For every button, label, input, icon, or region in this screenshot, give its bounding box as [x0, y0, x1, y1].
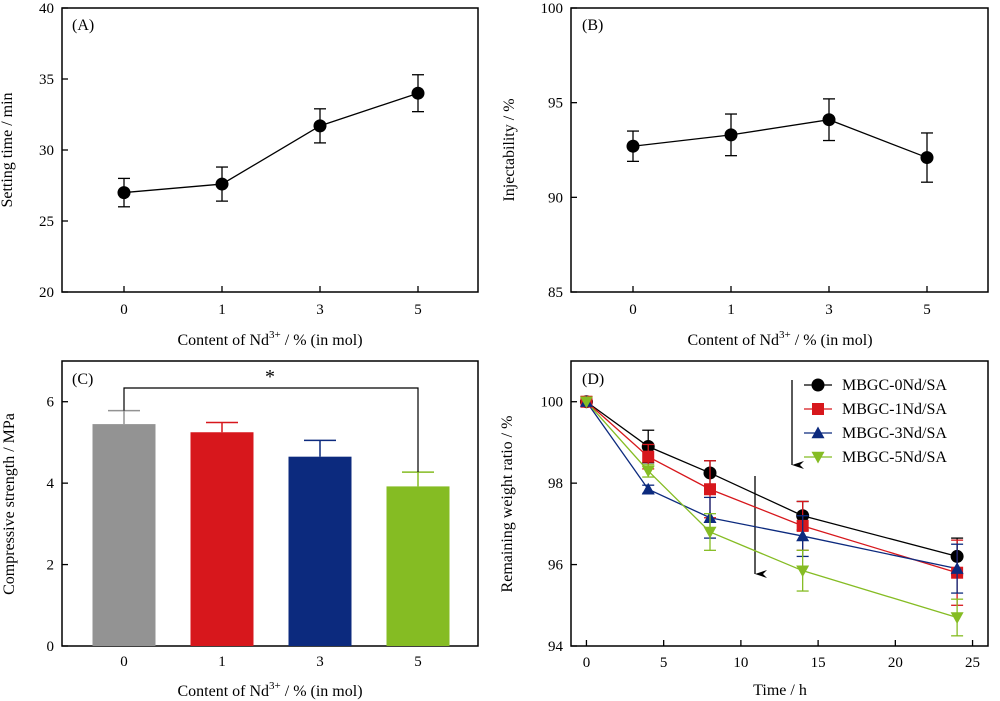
y-tick-label: 0	[47, 639, 55, 655]
panel-b-plot: 85 90 95 100 0 1 3 5	[541, 1, 934, 318]
panel-b-frame	[570, 7, 989, 293]
x-tick-label: 0	[120, 302, 128, 318]
y-tick-label: 98	[548, 476, 563, 492]
data-point	[704, 483, 716, 496]
x-tick-label: 5	[414, 654, 422, 670]
x-tick-label: 5	[414, 302, 422, 318]
y-tick-label: 96	[548, 558, 564, 574]
bar	[190, 432, 254, 646]
panel-c-significance-star: *	[265, 366, 275, 388]
data-point	[796, 565, 810, 578]
x-tick-label: 1	[727, 302, 735, 318]
panel-a-frame	[61, 7, 479, 293]
bar	[288, 456, 352, 646]
panel-c: (C) 0 2 4 6 0 1 3 5 * Content of Nd3+ / % (in m…	[1, 360, 479, 700]
x-tick-label: 3	[825, 302, 833, 318]
y-tick-label: 40	[39, 1, 54, 17]
legend-marker	[811, 378, 825, 392]
data-point	[822, 113, 836, 127]
x-tick-label: 20	[888, 655, 903, 671]
panel-d-plot: 94 96 98 100 0 5 10 15 20 25	[541, 380, 980, 671]
panel-a-label: (A)	[72, 17, 94, 34]
y-tick-label: 100	[541, 1, 564, 17]
legend: MBGC-0Nd/SA MBGC-1Nd/SA MBGC-3Nd/SA MBGC-5N…	[804, 377, 947, 466]
series-line	[632, 119, 928, 159]
panel-b-xlabel: Content of Nd3+ / % (in mol)	[687, 329, 872, 349]
legend-label: MBGC-1Nd/SA	[842, 401, 947, 418]
data-point	[579, 396, 593, 409]
data-point	[920, 151, 934, 165]
data-point	[724, 128, 738, 142]
y-tick-label: 90	[548, 190, 563, 206]
legend-label: MBGC-3Nd/SA	[842, 425, 947, 442]
y-tick-label: 30	[39, 143, 54, 159]
data-point	[641, 465, 655, 478]
y-tick-label: 100	[541, 395, 564, 411]
panel-c-plot: 0 2 4 6 0 1 3 5	[47, 387, 450, 670]
data-point	[117, 186, 131, 200]
x-tick-label: 1	[218, 654, 226, 670]
x-tick-label: 3	[316, 302, 324, 318]
data-point	[950, 612, 964, 624]
panel-d-label: (D)	[582, 371, 604, 388]
x-tick-label: 10	[733, 655, 748, 671]
panel-c-ylabel: Compressive strength / MPa	[1, 413, 18, 595]
x-tick-label: 3	[316, 654, 324, 670]
data-point	[313, 119, 327, 133]
y-tick-label: 2	[47, 558, 55, 574]
data-point	[626, 139, 640, 153]
panel-a-ylabel: Setting time / min	[0, 92, 16, 207]
panel-d-ylabel: Remaining weight ratio / %	[499, 416, 516, 593]
x-tick-label: 0	[629, 302, 637, 318]
legend-label: MBGC-0Nd/SA	[842, 377, 947, 394]
bar	[92, 424, 156, 646]
x-tick-label: 15	[811, 655, 826, 671]
data-point	[215, 177, 229, 191]
x-tick-label: 5	[660, 655, 668, 671]
panel-b: (B) 85 90 95 100 0 1 3 5 Content of Nd3+ / % (i…	[501, 1, 989, 349]
y-tick-label: 35	[39, 72, 54, 88]
series-line	[123, 92, 419, 194]
data-point	[796, 529, 810, 542]
y-tick-label: 85	[548, 285, 563, 301]
y-tick-label: 25	[39, 214, 54, 230]
panel-a-xlabel: Content of Nd3+ / % (in mol)	[177, 329, 362, 349]
x-tick-label: 1	[218, 302, 226, 318]
y-tick-label: 6	[47, 395, 55, 411]
data-point	[703, 526, 717, 539]
data-point	[411, 86, 425, 100]
panel-b-label: (B)	[582, 17, 603, 34]
x-tick-label: 0	[120, 654, 128, 670]
panel-c-label: (C)	[72, 371, 93, 388]
y-tick-label: 4	[47, 476, 55, 492]
y-tick-label: 20	[39, 285, 54, 301]
legend-marker	[811, 451, 825, 464]
data-point	[641, 482, 655, 495]
bar	[386, 486, 450, 646]
legend-marker	[812, 403, 824, 415]
panel-d-xlabel: Time / h	[753, 682, 807, 699]
y-tick-label: 95	[548, 96, 563, 112]
panel-c-xlabel: Content of Nd3+ / % (in mol)	[177, 680, 362, 700]
significance-bracket	[123, 387, 419, 473]
legend-marker	[811, 426, 825, 439]
legend-label: MBGC-5Nd/SA	[842, 449, 947, 466]
x-tick-label: 25	[965, 655, 980, 671]
y-tick-label: 94	[548, 639, 564, 655]
data-point	[642, 450, 655, 463]
x-tick-label: 0	[583, 655, 591, 671]
data-point	[950, 562, 964, 574]
panel-c-frame	[61, 360, 479, 647]
panel-b-ylabel: Injectability / %	[501, 98, 518, 201]
panel-d-frame	[570, 360, 989, 647]
x-tick-label: 5	[923, 302, 931, 318]
